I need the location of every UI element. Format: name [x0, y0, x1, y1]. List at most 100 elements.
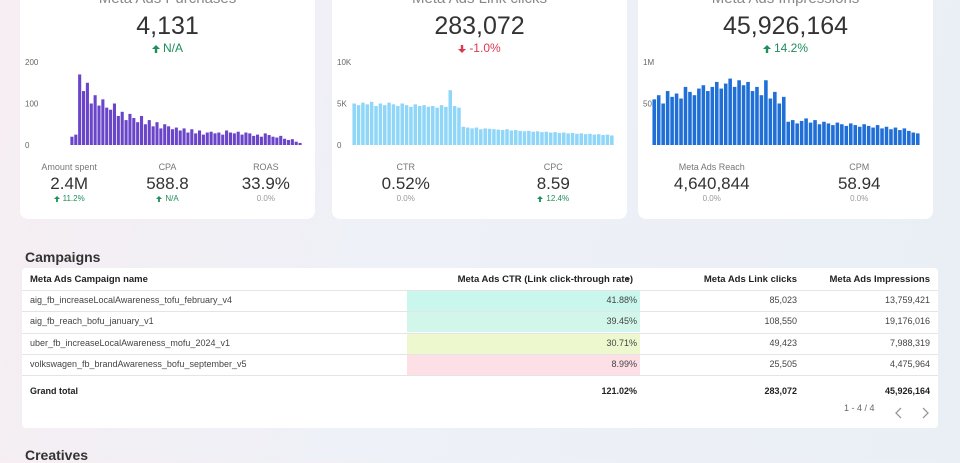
- bar: [383, 105, 387, 145]
- mini-bar-chart: 50... 1M: [643, 58, 920, 145]
- section-title: Campaigns: [25, 249, 101, 265]
- bar: [136, 122, 140, 145]
- bar: [217, 132, 221, 145]
- kpi-card: Meta Ads Purchases4,131N/A0100200Amount …: [20, 0, 315, 219]
- pager-icons: [895, 407, 929, 419]
- bar: [89, 103, 93, 145]
- bar: [279, 135, 283, 145]
- trend-arrow: [762, 44, 771, 53]
- metric-change: 0.0%: [217, 194, 315, 203]
- bar: [548, 132, 553, 145]
- bar: [786, 121, 791, 145]
- bar: [255, 134, 260, 145]
- total-cell: 283,072: [764, 386, 797, 396]
- bar: [365, 104, 370, 145]
- bar: [132, 118, 136, 145]
- bar: [275, 137, 279, 145]
- change-text: -1.0%: [469, 41, 501, 55]
- bar: [236, 131, 240, 145]
- bar: [848, 123, 853, 145]
- bar: [505, 129, 509, 145]
- bar: [790, 120, 795, 145]
- bar: [163, 124, 167, 145]
- bar: [426, 106, 431, 145]
- bar: [228, 132, 233, 145]
- bar: [85, 82, 89, 145]
- bar: [764, 80, 768, 145]
- table-cell: 39.45%: [606, 316, 637, 327]
- bar: [496, 129, 501, 145]
- change-text: N/A: [162, 41, 183, 55]
- bar: [768, 98, 773, 145]
- bar: [151, 126, 155, 145]
- y-tick-label: 1M: [643, 58, 654, 67]
- table-cell: uber_fb_increaseLocalAwareness_mofu_2024…: [30, 337, 230, 348]
- bar: [483, 128, 487, 145]
- bar: [692, 95, 697, 145]
- prev-page[interactable]: [895, 407, 902, 419]
- bar: [714, 81, 719, 145]
- table-cell: 4,475,964: [889, 358, 930, 369]
- bar: [143, 124, 147, 145]
- bar: [417, 105, 422, 145]
- bar: [544, 131, 549, 145]
- bar: [557, 132, 562, 145]
- table-cell: 49,423: [769, 337, 797, 348]
- bar: [688, 91, 692, 145]
- bar: [862, 124, 866, 145]
- bar: [128, 113, 132, 145]
- bar: [439, 105, 444, 145]
- bar: [201, 134, 205, 145]
- bar: [656, 95, 661, 145]
- change-text: 14.2%: [773, 41, 809, 55]
- metric-label: Amount spent: [41, 162, 97, 172]
- bar: [831, 125, 835, 145]
- bar: [661, 103, 665, 145]
- card-value: 45,926,164: [722, 12, 849, 40]
- bar: [283, 138, 287, 145]
- bar: [221, 134, 225, 145]
- bar: [194, 133, 198, 145]
- bar: [378, 103, 383, 145]
- metric-change: 0.0%: [786, 194, 934, 203]
- change-text: 11.2%: [62, 194, 85, 203]
- bar: [795, 123, 799, 145]
- sort-indicator[interactable]: [626, 278, 630, 281]
- bar: [431, 105, 435, 145]
- bar: [509, 130, 514, 145]
- ctr-highlight: [407, 291, 640, 311]
- trend-arrow: [537, 195, 544, 202]
- ctr-highlight: [407, 333, 640, 354]
- metric-change: 0.0%: [638, 194, 786, 203]
- bar: [81, 91, 86, 145]
- bar: [898, 130, 902, 145]
- change-text: 0.0%: [256, 194, 275, 203]
- bar: [474, 127, 479, 145]
- trend-arrow: [458, 44, 467, 53]
- row-divider: [22, 332, 938, 334]
- bar: [267, 135, 271, 145]
- bar: [875, 125, 880, 145]
- kpi-card: Meta Ads Link clicks 283,072-1.0% 0 5K 10K CT…: [332, 0, 627, 219]
- bar: [124, 120, 128, 145]
- metric-label: CTR: [396, 162, 416, 172]
- bar: [710, 86, 715, 145]
- bar: [457, 107, 461, 145]
- bar: [116, 115, 120, 145]
- bar: [213, 133, 217, 145]
- bar: [553, 132, 557, 145]
- table-cell: 85,023: [769, 295, 797, 305]
- bar: [911, 132, 916, 145]
- card-value: 4,131: [136, 12, 199, 40]
- bar: [244, 132, 248, 145]
- bar: [369, 101, 374, 145]
- pagination: 1 - 4 / 4: [844, 403, 875, 413]
- bar: [915, 133, 920, 145]
- next-page[interactable]: [922, 407, 929, 419]
- card-change: -1.0%: [332, 41, 627, 55]
- bar: [777, 103, 782, 145]
- metric-change: 12.4%: [480, 194, 628, 203]
- bar: [487, 128, 492, 145]
